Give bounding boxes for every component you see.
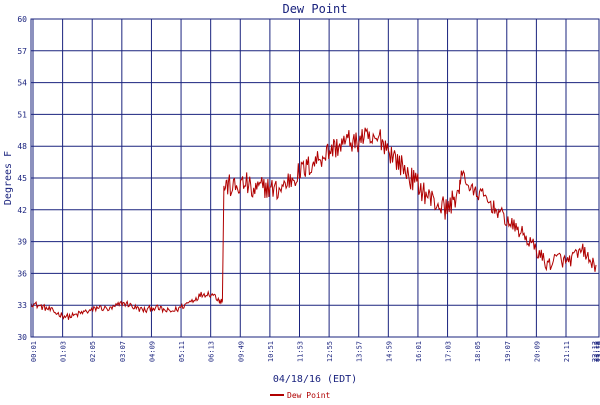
x-tick-label: 04:09	[148, 341, 156, 362]
x-tick-label: 02:05	[89, 341, 97, 362]
x-tick-label: 05:11	[178, 341, 186, 362]
x-tick-label: 14:59	[385, 341, 393, 362]
y-tick-label: 36	[17, 269, 27, 278]
x-tick-label: 23:18	[596, 341, 600, 362]
x-tick-label: 22:13	[591, 341, 599, 362]
y-tick-label: 57	[17, 47, 27, 56]
x-tick-label: 16:01	[415, 341, 423, 362]
legend-label-dew-point: Dew Point	[287, 391, 331, 400]
chart-title: Dew Point	[282, 2, 347, 16]
x-tick-labels: 00:01 01:03 02:05 03:07 04:09 05:11 06:13 09:49…	[30, 341, 600, 362]
y-tick-label: 45	[17, 174, 27, 183]
x-tick-label: 19:07	[504, 341, 512, 362]
y-tick-label: 51	[17, 110, 27, 119]
x-tick-label: 12:55	[326, 341, 334, 362]
x-tick-label: 21:11	[563, 341, 571, 362]
x-tick-label: 23:15	[593, 341, 600, 362]
series-line-dew-point	[30, 127, 597, 320]
x-tick-label: 13:57	[356, 341, 364, 362]
y-tick-label: 48	[17, 142, 27, 151]
plot-frame	[30, 18, 600, 338]
y-tick-label: 30	[17, 333, 27, 342]
x-tick-label: 06:13	[208, 341, 216, 362]
y-tick-label: 39	[17, 238, 27, 247]
legend: Dew Point	[270, 391, 331, 400]
x-tick-label: 10:51	[267, 341, 275, 362]
x-tick-label: 17:03	[445, 341, 453, 362]
x-tick-label: 18:05	[474, 341, 482, 362]
y-tick-labels: 30 33 36 39 42 45 48 51 54 57 60	[17, 15, 27, 342]
x-axis-label: 04/18/16 (EDT)	[273, 374, 357, 385]
y-tick-label: 54	[17, 79, 27, 88]
y-tick-label: 42	[17, 206, 27, 215]
x-tick-label: 11:53	[297, 341, 305, 362]
x-tick-label: 03:07	[119, 341, 127, 362]
y-axis-label: Degrees F	[3, 151, 14, 205]
x-tick-label: 20:09	[533, 341, 541, 362]
y-tick-label: 60	[17, 15, 27, 24]
grid-lines	[31, 18, 599, 338]
x-tick-label: 09:49	[237, 341, 245, 362]
x-tick-label: 00:01	[30, 341, 38, 362]
x-tick-label: 01:03	[60, 341, 68, 362]
x-tick-label: 23:16	[595, 341, 600, 362]
y-tick-label: 33	[17, 301, 27, 310]
